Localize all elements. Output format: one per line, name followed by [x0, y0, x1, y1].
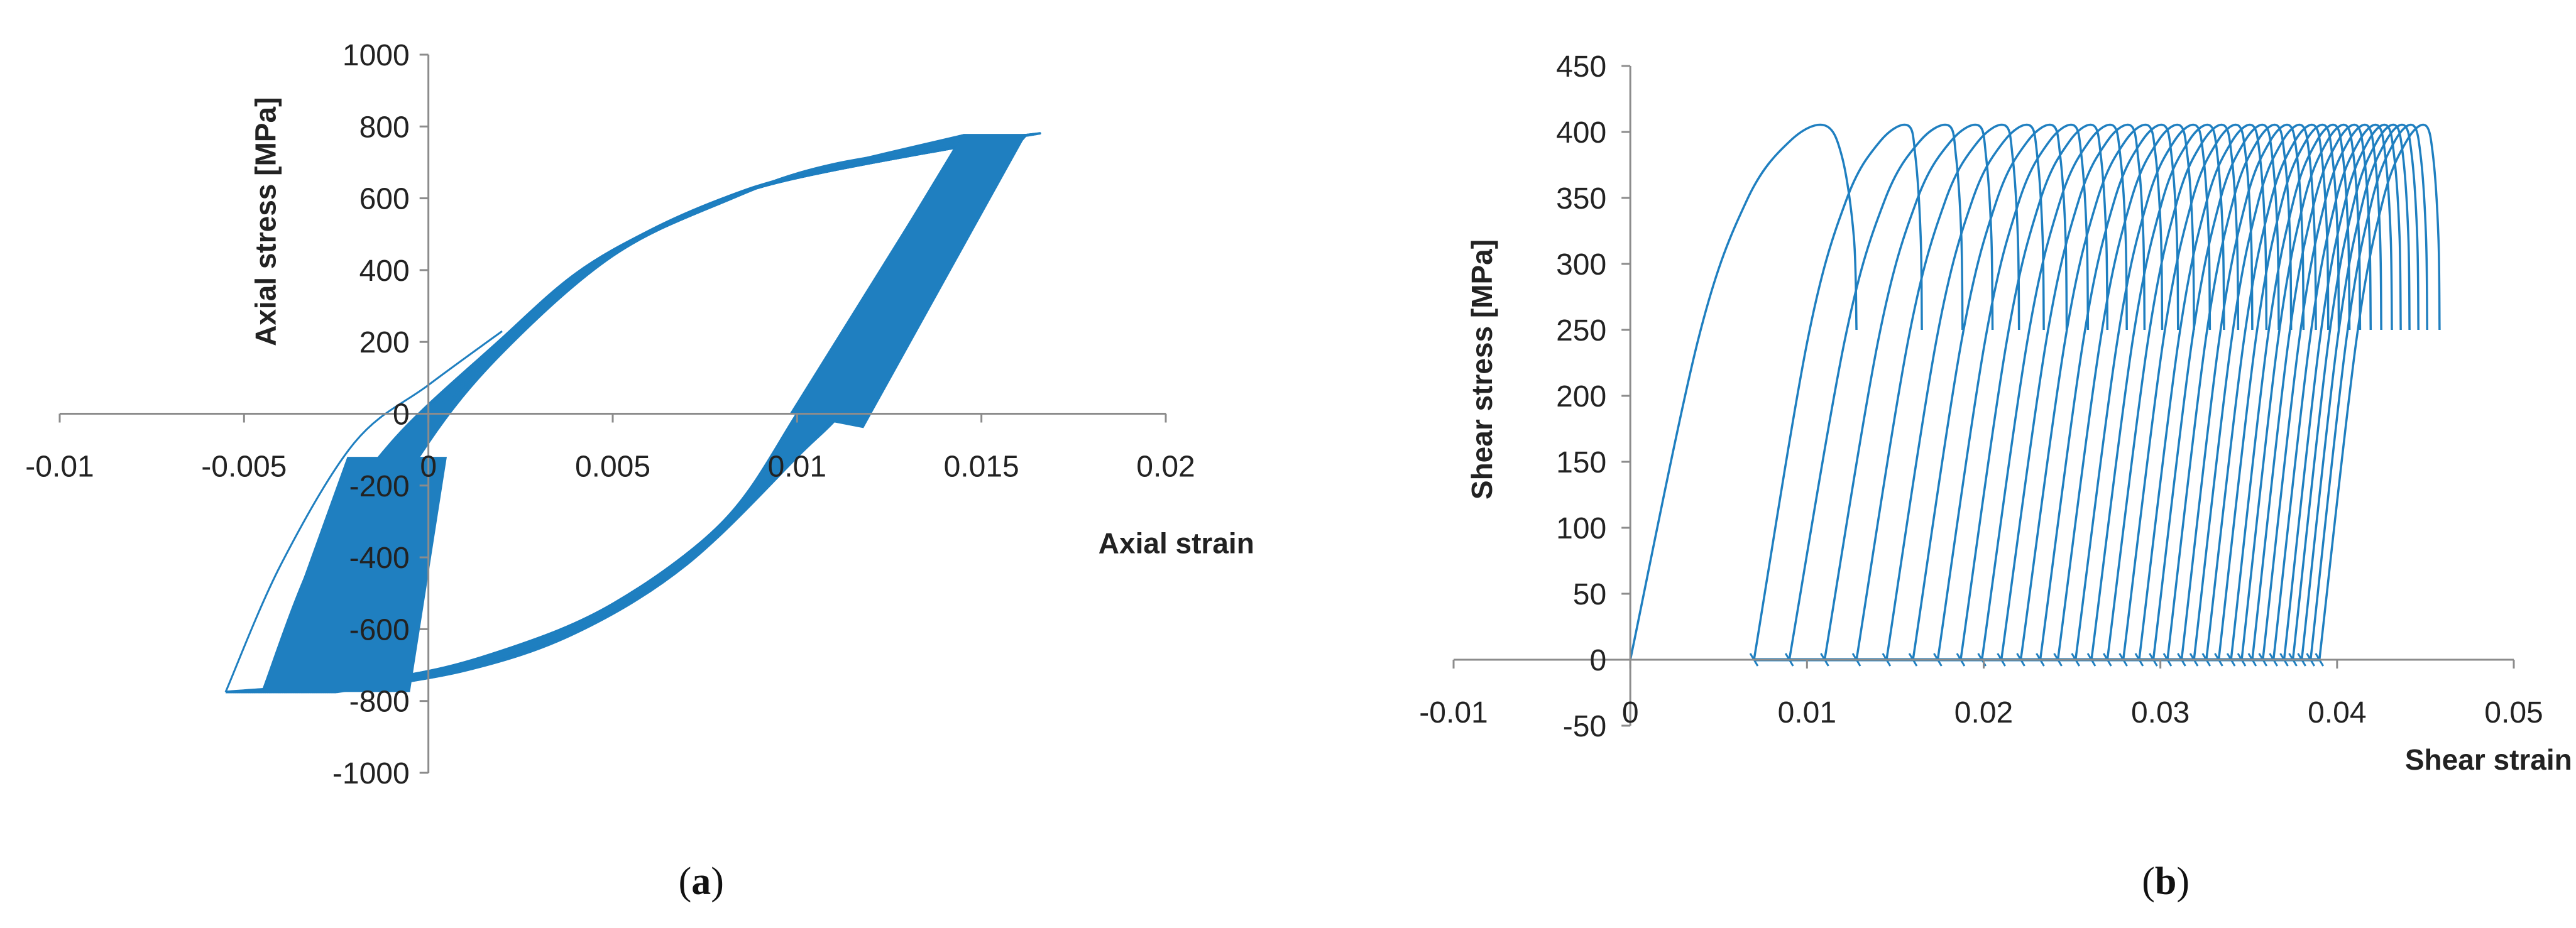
chart-a-y-tick-label: 600 — [359, 183, 410, 216]
chart-a-y-tick-label: 1000 — [343, 39, 410, 72]
chart-b-panel-label: (b) — [2142, 860, 2190, 903]
chart-a-y-ticks: -1000 -800 -600 -400 -200 0 200 400 600 800 1000 — [332, 39, 429, 790]
chart-b-loop — [1936, 123, 2090, 660]
chart-b-loop — [1885, 123, 2045, 660]
chart-a-y-tick-label: 400 — [359, 254, 410, 288]
chart-a-x-tick-label: 0.015 — [944, 450, 1019, 484]
chart-b-x-tick-label: 0.04 — [2308, 696, 2366, 729]
chart-a-y-tick-label: 200 — [359, 326, 410, 359]
chart-a-y-tick-label: -200 — [349, 470, 410, 503]
chart-b-x-ticks: -0.01 0 0.01 0.02 0.03 0.04 0.05 — [1419, 660, 2543, 729]
chart-a-y-tick-label: -400 — [349, 542, 410, 575]
chart-a-x-tick-label: 0 — [420, 450, 437, 484]
chart-b-y-tick-label: 50 — [1573, 578, 1606, 611]
chart-b-loop — [1753, 123, 1923, 660]
chart-b-loop — [1912, 123, 2068, 660]
chart-b-loop — [1788, 123, 1964, 660]
chart-b-panel-letter: b — [2155, 860, 2176, 903]
chart-b: -0.01 0 0.01 0.02 0.03 0.04 0.05 -50 0 50 100 150 2… — [1419, 50, 2572, 903]
chart-b-loop — [2300, 123, 2420, 660]
chart-a-x-ticks: -0.01 -0.005 0 0.005 0.01 0.015 0.02 — [25, 413, 1195, 484]
chart-a-y-tick-label: -600 — [349, 613, 410, 647]
chart-b-loop — [2056, 123, 2195, 660]
chart-b-y-tick-label: 350 — [1556, 182, 1606, 216]
chart-b-loop — [2272, 123, 2393, 660]
chart-a-right-band — [789, 135, 1026, 429]
chart-b-y-tick-label: 200 — [1556, 380, 1606, 413]
chart-a-x-tick-label: 0.01 — [768, 450, 826, 484]
chart-a-first-loop-segment — [224, 330, 503, 692]
chart-b-loop — [2039, 123, 2179, 660]
chart-b-loop — [2090, 123, 2225, 660]
chart-b-x-tick-label: 0.05 — [2484, 696, 2543, 729]
chart-b-y-tick-label: 150 — [1556, 446, 1606, 479]
chart-b-y-tick-label: 450 — [1556, 50, 1606, 84]
chart-b-curves — [1629, 123, 2441, 667]
chart-a-y-tick-label: -1000 — [332, 757, 410, 790]
chart-b-y-tick-label: -50 — [1563, 710, 1606, 743]
chart-a-x-tick-label: -0.01 — [25, 450, 94, 484]
chart-a-y-tick-label: -800 — [349, 685, 410, 719]
chart-b-loop — [2309, 123, 2428, 660]
chart-b-loop — [2217, 123, 2340, 660]
chart-b-loop — [2261, 123, 2382, 660]
chart-b-x-tick-label: 0.01 — [1778, 696, 1836, 729]
chart-b-loop — [2166, 123, 2293, 660]
chart-b-x-axis-title: Shear strain — [2405, 743, 2572, 776]
chart-b-x-tick-label: -0.01 — [1419, 696, 1488, 729]
chart-b-loop — [1980, 123, 2128, 660]
chart-b-x-tick-label: 0.03 — [2131, 696, 2190, 729]
chart-b-loop — [2152, 123, 2280, 660]
chart-b-loop — [1855, 123, 2020, 660]
chart-b-y-tick-label: 100 — [1556, 512, 1606, 545]
chart-b-loop — [2205, 123, 2330, 660]
chart-a-x-axis-title: Axial strain — [1099, 527, 1254, 560]
chart-b-y-tick-label: 0 — [1589, 644, 1606, 677]
chart-b-y-tick-label: 300 — [1556, 248, 1606, 281]
chart-a-y-tick-label: 0 — [393, 398, 410, 432]
chart-a: -0.01 -0.005 0 0.005 0.01 0.015 0.02 -1000 -800… — [25, 39, 1254, 903]
chart-a-x-tick-label: -0.005 — [201, 450, 287, 484]
chart-b-x-tick-label: 0.02 — [1954, 696, 2013, 729]
chart-a-left-band — [262, 457, 447, 692]
chart-b-loop — [1629, 123, 1858, 660]
chart-b-loop — [1823, 123, 1994, 660]
chart-b-x-tick-label: 0 — [1622, 696, 1639, 729]
chart-b-loop — [2283, 123, 2402, 660]
chart-b-y-tick-label: 400 — [1556, 116, 1606, 150]
chart-b-loop — [2251, 123, 2372, 660]
chart-b-loop — [2180, 123, 2305, 660]
chart-a-y-tick-label: 800 — [359, 111, 410, 144]
chart-b-loop — [2318, 123, 2441, 660]
chart-b-loop — [2000, 123, 2146, 660]
chart-b-loop — [2193, 123, 2317, 660]
chart-b-loop — [2240, 123, 2362, 660]
chart-b-y-tick-label: 250 — [1556, 314, 1606, 347]
chart-b-loop — [2291, 123, 2411, 660]
chart-a-y-axis-title: Axial stress [MPa] — [249, 97, 282, 346]
chart-b-loop — [2019, 123, 2164, 660]
chart-b-loop — [2122, 123, 2254, 660]
chart-a-panel-letter: a — [691, 860, 711, 903]
chart-a-x-tick-label: 0.005 — [575, 450, 650, 484]
chart-a-x-tick-label: 0.02 — [1136, 450, 1195, 484]
chart-a-panel-label: (a) — [679, 860, 724, 903]
chart-b-loop — [2106, 123, 2240, 660]
chart-a-curves — [224, 132, 1041, 694]
chart-b-loop — [2074, 123, 2212, 660]
chart-b-y-ticks: -50 0 50 100 150 200 250 300 350 400 450 — [1556, 50, 1631, 743]
chart-b-y-axis-title: Shear stress [MPa] — [1466, 239, 1498, 499]
